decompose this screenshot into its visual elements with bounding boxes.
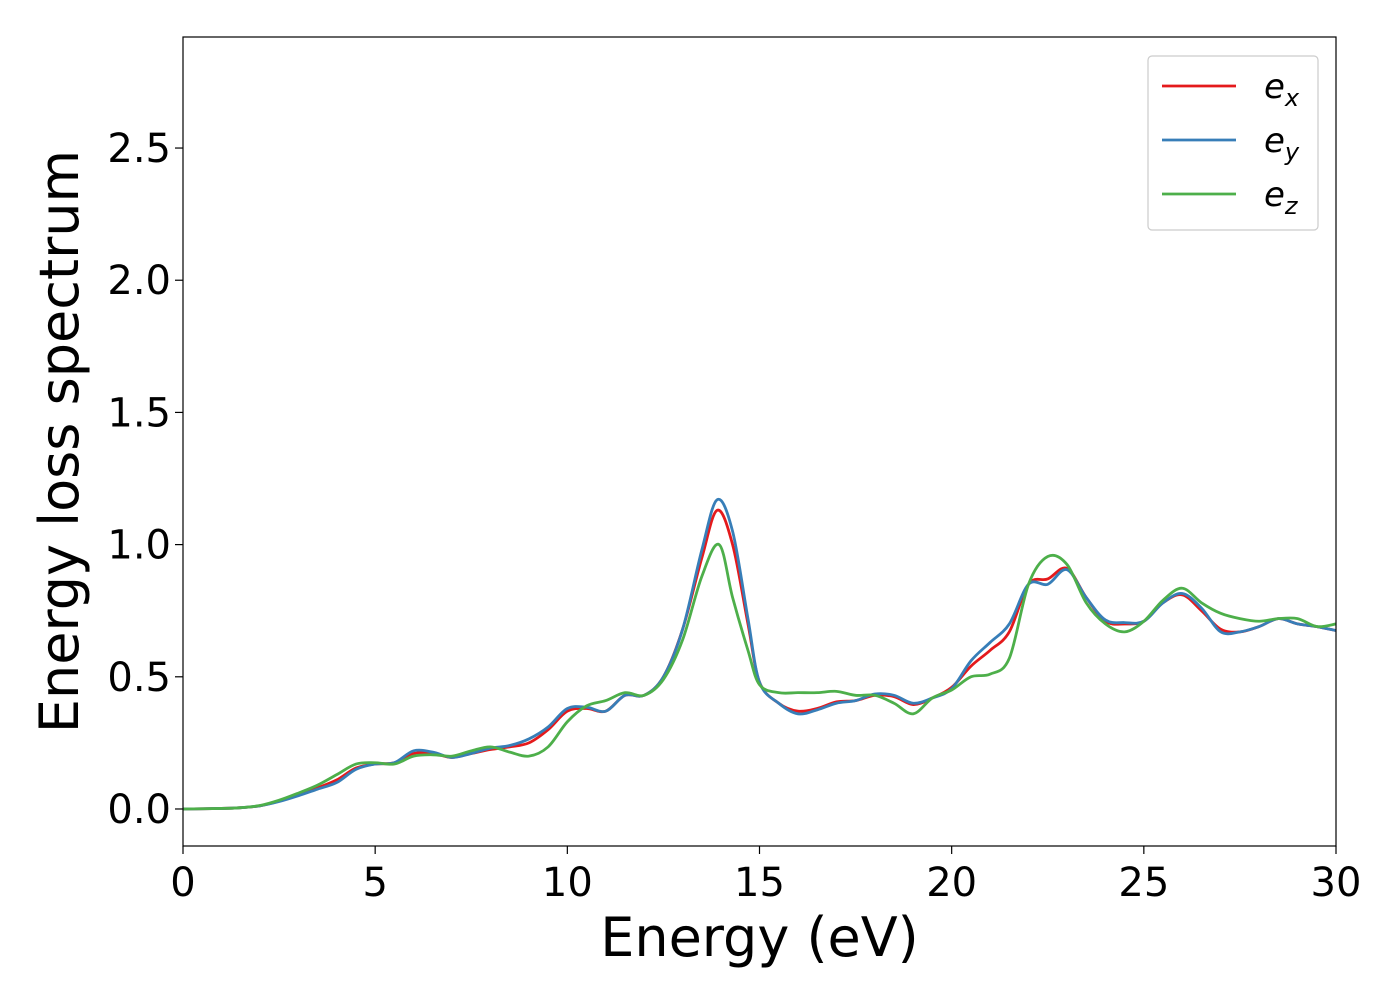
- x-tick-label: 30: [1311, 860, 1362, 906]
- x-tick-label: 0: [170, 860, 195, 906]
- y-tick-label: 0.0: [107, 787, 171, 833]
- x-tick-label: 20: [926, 860, 977, 906]
- y-tick-label: 1.5: [107, 390, 171, 436]
- legend-item-x: ex: [1162, 67, 1300, 112]
- y-tick-label: 0.5: [107, 655, 171, 701]
- y-tick-label: 2.5: [107, 126, 171, 172]
- legend-item-y: ey: [1162, 121, 1300, 166]
- x-tick-label: 10: [542, 860, 593, 906]
- x-tick-label: 5: [362, 860, 387, 906]
- y-tick-label: 1.0: [107, 523, 171, 569]
- series-line-z: [183, 542, 1336, 811]
- y-tick-label: 2.0: [107, 258, 171, 304]
- legend-item-z: ez: [1162, 175, 1299, 220]
- legend-label: ey: [1264, 121, 1300, 166]
- series-layer: [183, 497, 1336, 811]
- legend-box: [1147, 55, 1319, 231]
- legend: ex ey ez: [1147, 55, 1319, 231]
- y-axis-label: Energy loss spectrum: [28, 150, 91, 733]
- legend-label: ex: [1264, 67, 1300, 112]
- x-tick-label: 15: [734, 860, 785, 906]
- x-axis-label: Energy (eV): [600, 906, 919, 969]
- y-axis: 0.0 0.5 1.0 1.5 2.0 2.5: [107, 126, 183, 833]
- x-tick-label: 25: [1118, 860, 1169, 906]
- legend-label: ez: [1264, 175, 1299, 220]
- x-axis: 0 5 10 15 20 25 30: [170, 846, 1361, 906]
- plot-area: 0 5 10 15 20 25 30 0.0 0.5 1.0 1.5 2.0 2.5: [107, 36, 1361, 906]
